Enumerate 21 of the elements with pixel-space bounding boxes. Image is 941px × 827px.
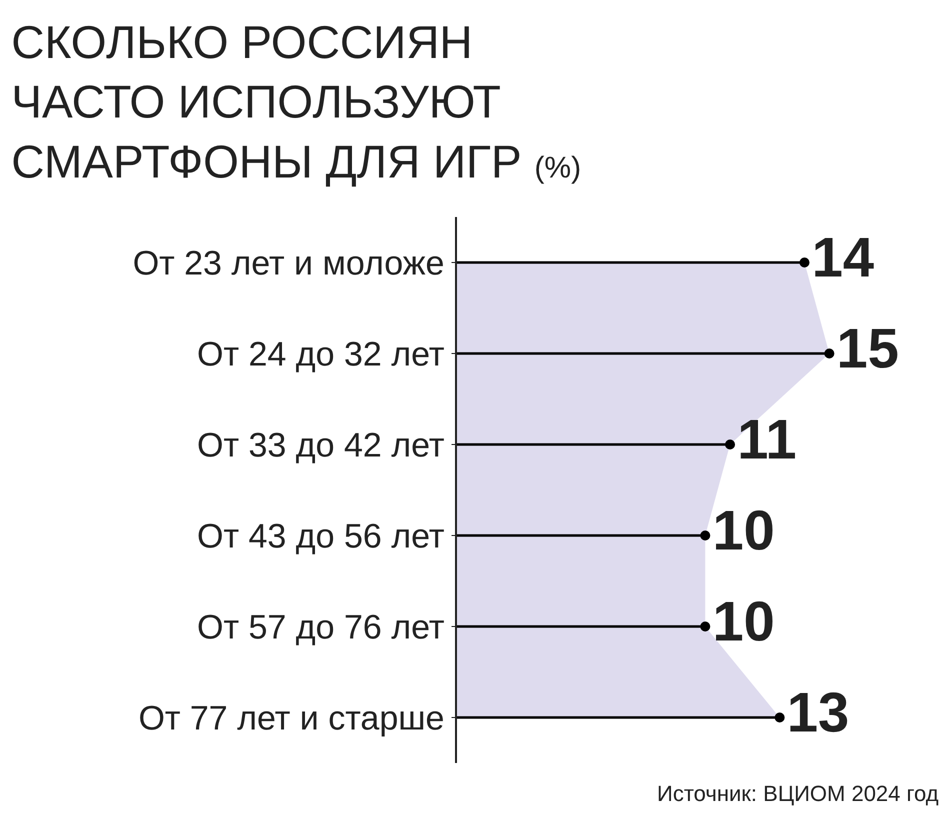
data-label: 15 (836, 316, 899, 380)
y-tick-label: От 43 до 56 лет (197, 517, 444, 556)
chart-title: СКОЛЬКО РОССИЯН ЧАСТО ИСПОЛЬЗУЮТ СМАРТФОНЫ ДЛЯ ИГР (11, 16, 522, 188)
y-tick-label: От 77 лет и старше (138, 699, 444, 738)
text: Источник: ВЦИОМ 2024 год (657, 781, 939, 806)
data-label: 10 (712, 590, 775, 652)
y-tick-label: От 23 лет и моложе (132, 244, 444, 282)
data-label: 11 (737, 408, 796, 470)
point (799, 258, 810, 268)
chart-subtitle: (%) (534, 151, 582, 184)
point (774, 712, 785, 722)
data-label: 14 (812, 226, 874, 288)
point (700, 530, 710, 540)
y-tick-label: От 57 до 76 лет (197, 608, 444, 646)
point (824, 348, 834, 358)
point (700, 622, 710, 632)
y-tick-label: От 24 до 32 лет (197, 335, 444, 374)
y-tick-label: От 33 до 42 лет (197, 426, 444, 464)
point (725, 440, 736, 450)
data-label: 10 (712, 498, 775, 562)
data-label: 13 (786, 680, 850, 744)
